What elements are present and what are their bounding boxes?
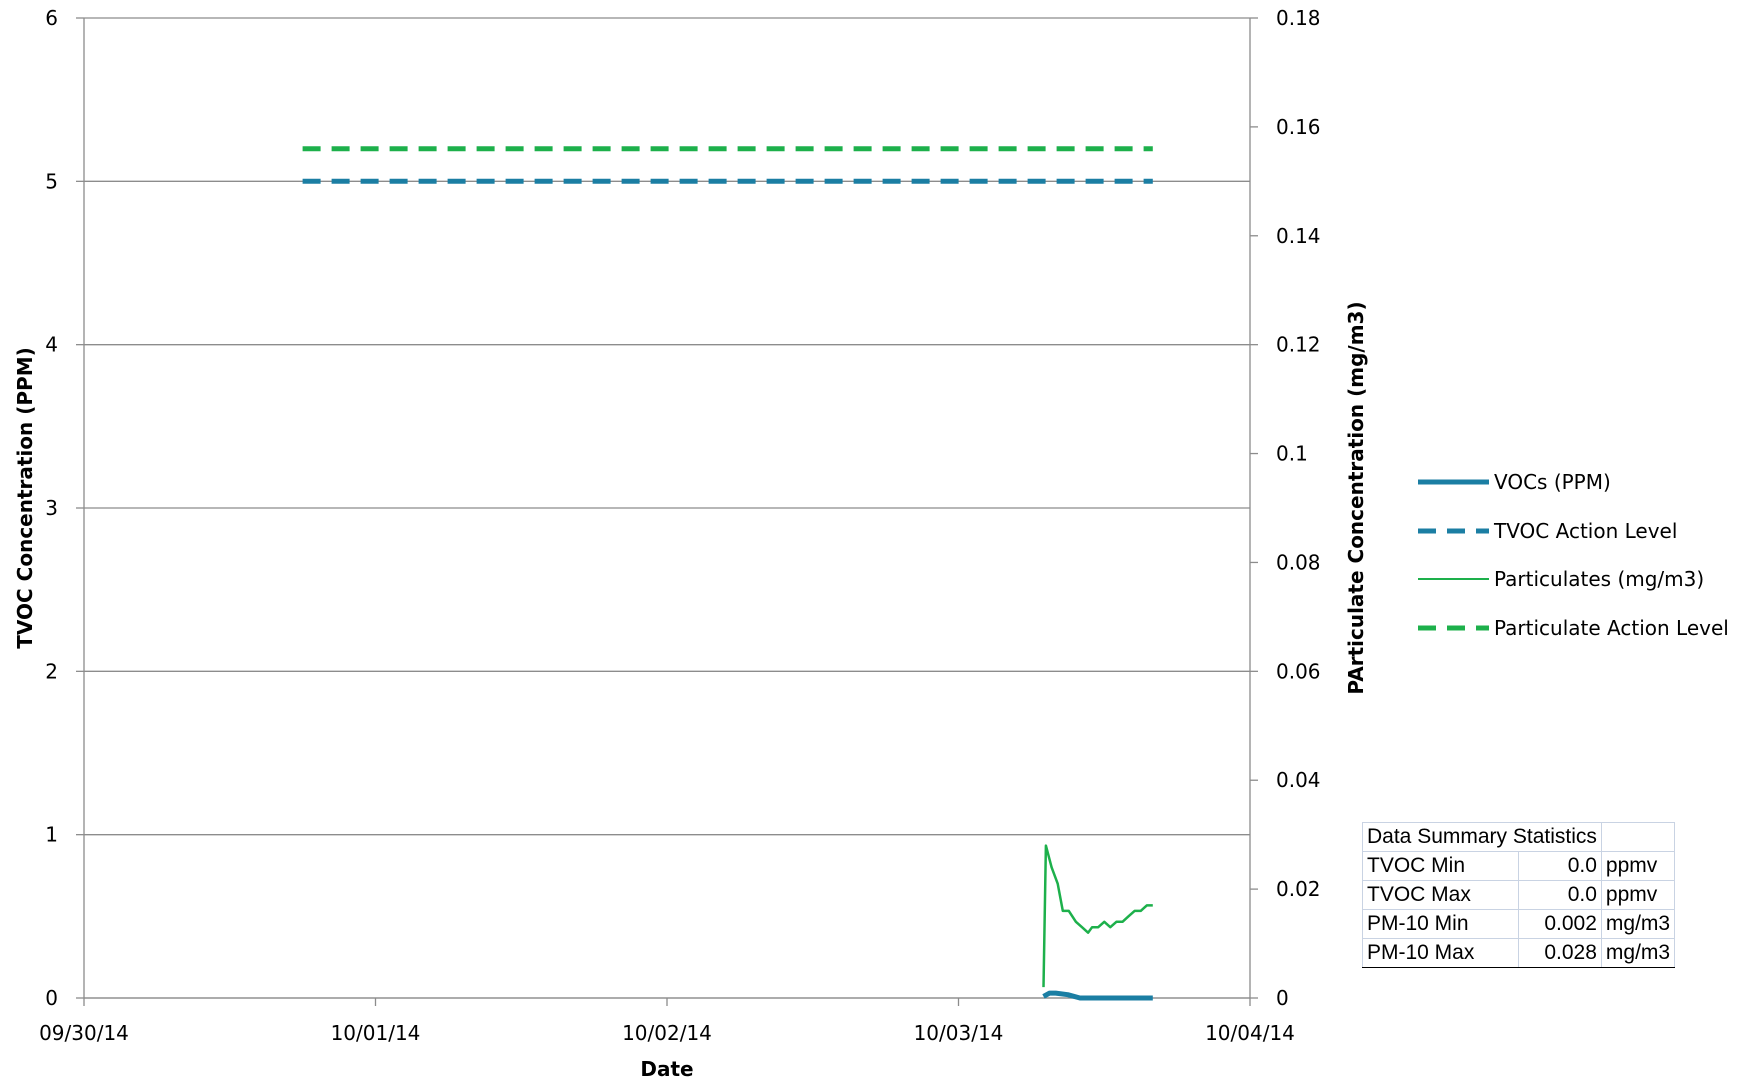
stat-label: TVOC Min: [1361, 851, 1520, 881]
data-summary-table: Data Summary Statistics TVOC Min 0.0 ppm…: [1361, 822, 1676, 968]
table-cell-empty: [1600, 822, 1676, 852]
y-tick-label: 3: [45, 496, 58, 520]
x-tick-label: 10/03/14: [914, 1021, 1004, 1045]
legend-label-particulate-action-level: Particulate Action Level: [1494, 616, 1729, 640]
gridlines: [84, 17, 1250, 999]
stat-unit: mg/m3: [1600, 938, 1676, 968]
y-axis-title: TVOC Concentration (PPM): [13, 347, 37, 649]
y-tick-label: 2: [45, 659, 58, 683]
y2-axis-title: PArticulate Concentration (mg/m3): [1344, 301, 1368, 694]
legend: VOCs (PPM) TVOC Action Level Particulate…: [1418, 470, 1729, 640]
series-line-particulates-mg-m3: [1042, 844, 1153, 988]
y-tick-label: 0: [45, 986, 58, 1010]
table-row: TVOC Max 0.0 ppmv: [1361, 880, 1676, 910]
stat-label: TVOC Max: [1361, 880, 1520, 910]
y2-tick-label: 0.1: [1276, 442, 1308, 466]
stat-value: 0.0: [1518, 851, 1602, 881]
x-tick-label: 10/01/14: [331, 1021, 421, 1045]
y-tick-label: 5: [45, 169, 58, 193]
stat-label: PM-10 Max: [1361, 938, 1520, 968]
series-lines: [302, 146, 1153, 1001]
y2-tick-label: 0.02: [1276, 877, 1321, 901]
table-row: PM-10 Max 0.028 mg/m3: [1361, 938, 1676, 968]
stat-value: 0.028: [1518, 938, 1602, 968]
y-tick-label: 4: [45, 333, 58, 357]
x-tick-label: 10/04/14: [1205, 1021, 1295, 1045]
legend-label-tvoc-action-level: TVOC Action Level: [1493, 519, 1677, 543]
y2-tick-label: 0: [1276, 986, 1289, 1010]
legend-label-vocs: VOCs (PPM): [1494, 470, 1611, 494]
tick-labels: 0 1 2 3 4 5 6 0 0.02 0.04 0.06 0.08 0.1 0.12 0.14 0.16 0…: [39, 6, 1320, 1045]
legend-label-particulates: Particulates (mg/m3): [1494, 567, 1704, 591]
stat-unit: ppmv: [1600, 851, 1676, 881]
y2-tick-label: 0.12: [1276, 333, 1321, 357]
table-row: TVOC Min 0.0 ppmv: [1361, 851, 1676, 881]
stat-unit: mg/m3: [1600, 909, 1676, 939]
y2-tick-label: 0.04: [1276, 768, 1321, 792]
x-axis-title: Date: [640, 1057, 693, 1081]
table-row: PM-10 Min 0.002 mg/m3: [1361, 909, 1676, 939]
y2-tick-label: 0.18: [1276, 6, 1321, 30]
y2-tick-label: 0.16: [1276, 115, 1321, 139]
table-title: Data Summary Statistics: [1362, 822, 1602, 852]
series-line-vocs-ppm: [1042, 990, 1153, 1001]
y-tick-label: 6: [45, 6, 58, 30]
y2-tick-label: 0.14: [1276, 224, 1321, 248]
x-tick-label: 10/02/14: [622, 1021, 712, 1045]
stat-value: 0.0: [1518, 880, 1602, 910]
y2-tick-label: 0.06: [1276, 659, 1321, 683]
y-tick-label: 1: [45, 823, 58, 847]
axes: [76, 17, 1258, 1006]
x-tick-label: 09/30/14: [39, 1021, 129, 1045]
stat-value: 0.002: [1518, 909, 1602, 939]
y2-tick-label: 0.08: [1276, 550, 1321, 574]
stat-unit: ppmv: [1600, 880, 1676, 910]
table-title-row: Data Summary Statistics: [1362, 822, 1676, 852]
stat-label: PM-10 Min: [1361, 909, 1520, 939]
